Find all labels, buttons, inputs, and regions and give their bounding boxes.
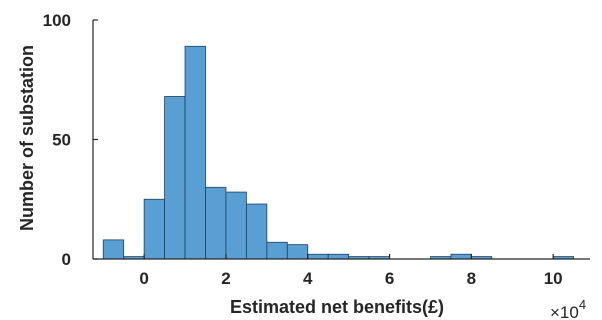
histogram-bar [184,45,206,260]
histogram-bar [245,203,268,260]
histogram-bar [205,186,227,260]
histogram-bar [225,191,247,260]
y-tick-label: 0 [62,250,71,269]
x-tick-label: 10 [544,269,563,288]
x-tick-label: 6 [385,269,394,288]
x-axis-multiplier: ×104 [550,297,586,320]
histogram-bar [450,253,472,260]
x-axis-multiplier-exponent: 4 [579,297,586,312]
x-tick-label: 2 [221,269,230,288]
x-tick-label: 0 [139,269,148,288]
y-tick-label: 100 [43,11,71,30]
histogram-bar [102,239,125,260]
x-axis-multiplier-base: ×10 [550,303,579,320]
histogram-bar [307,253,329,260]
histogram-bar [266,241,288,260]
bars-group [102,45,575,260]
x-axis: 0 2 4 6 8 10 [93,254,590,288]
y-axis: 0 50 100 [43,11,98,269]
histogram-bar [327,253,350,260]
x-tick-label: 8 [467,269,476,288]
histogram-bar [286,244,309,260]
histogram-bar [164,96,186,260]
x-axis-label: Estimated net benefits(£) [230,297,444,317]
y-tick-label: 50 [52,131,71,150]
y-axis-label: Number of substation [17,45,37,231]
histogram-bar [143,198,165,260]
x-tick-label: 4 [303,269,313,288]
